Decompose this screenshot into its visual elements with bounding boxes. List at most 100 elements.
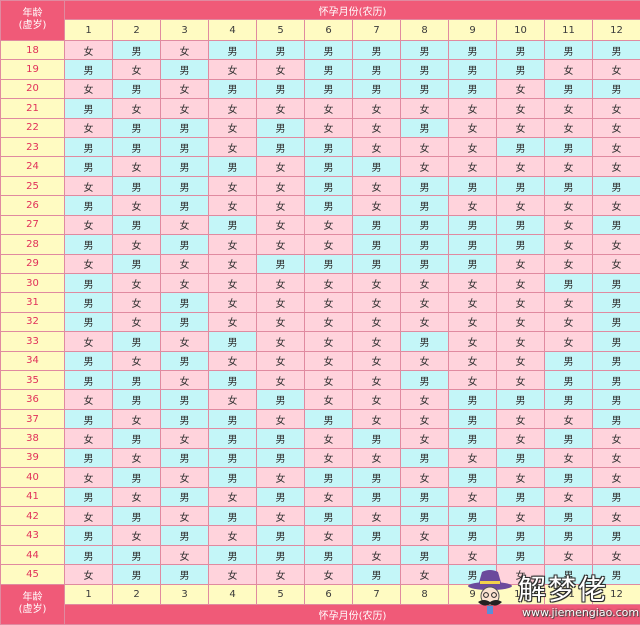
gender-cell-boy: 男: [64, 59, 113, 80]
gender-cell-girl: 女: [352, 408, 401, 430]
header-month-2: 2: [112, 19, 161, 41]
gender-cell-boy: 男: [352, 156, 401, 177]
gender-cell-girl: 女: [64, 175, 113, 197]
header-month-title: 怀孕月份(农历): [64, 0, 640, 21]
footer-month-3: 3: [160, 583, 209, 606]
gender-cell-boy: 男: [496, 389, 545, 410]
gender-cell-girl: 女: [112, 525, 161, 546]
gender-cell-boy: 男: [496, 234, 545, 255]
gender-cell-boy: 男: [496, 59, 545, 80]
table-row: 18 女男女男男男男男男男男男: [0, 39, 640, 61]
gender-cell-girl: 女: [112, 98, 161, 119]
gender-cell-boy: 男: [544, 467, 593, 488]
gender-cell-girl: 女: [400, 292, 449, 313]
footer-month-2: 2: [112, 583, 161, 606]
gender-cell-boy: 男: [64, 544, 113, 566]
gender-cell-boy: 男: [304, 156, 353, 177]
age-cell: 38: [0, 428, 65, 449]
gender-cell-boy: 男: [160, 156, 209, 177]
gender-cell-girl: 女: [64, 467, 113, 488]
gender-cell-boy: 男: [64, 370, 113, 391]
age-cell: 36: [0, 389, 65, 410]
gender-cell-girl: 女: [112, 311, 161, 333]
age-cell: 43: [0, 525, 65, 546]
table-row: 40 女男女男女男男女男女男女: [0, 467, 640, 488]
table-row: 36 女男男女男女女女男男男男: [0, 389, 640, 410]
gender-cell-boy: 男: [400, 78, 449, 100]
gender-cell-girl: 女: [544, 195, 593, 216]
gender-cell-boy: 男: [208, 39, 257, 61]
gender-cell-boy: 男: [160, 447, 209, 469]
gender-cell-girl: 女: [496, 98, 545, 119]
gender-cell-boy: 男: [304, 59, 353, 80]
gender-cell-boy: 男: [304, 78, 353, 100]
gender-cell-boy: 男: [544, 525, 593, 546]
gender-cell-girl: 女: [256, 505, 305, 527]
gender-cell-girl: 女: [400, 350, 449, 372]
gender-cell-boy: 男: [208, 331, 257, 352]
gender-cell-boy: 男: [400, 175, 449, 197]
gender-cell-girl: 女: [208, 292, 257, 313]
gender-cell-boy: 男: [256, 486, 305, 508]
gender-cell-boy: 男: [352, 234, 401, 255]
gender-cell-girl: 女: [112, 486, 161, 508]
gender-cell-boy: 男: [64, 350, 113, 372]
table-row: 20 女男女男男男男男男女男男: [0, 78, 640, 100]
gender-cell-boy: 男: [448, 564, 497, 585]
gender-cell-girl: 女: [496, 311, 545, 333]
gender-cell-girl: 女: [448, 447, 497, 469]
gender-cell-boy: 男: [112, 175, 161, 197]
gender-cell-girl: 女: [304, 117, 353, 138]
age-cell: 41: [0, 486, 65, 508]
gender-cell-girl: 女: [112, 408, 161, 430]
gender-cell-boy: 男: [304, 544, 353, 566]
header-month-6: 6: [304, 19, 353, 41]
table-row: 32 男女男女女女女女女女女男: [0, 311, 640, 333]
gender-cell-girl: 女: [448, 331, 497, 352]
gender-cell-boy: 男: [160, 195, 209, 216]
gender-cell-girl: 女: [496, 272, 545, 294]
table-row: 42 女男女男女男女男男女男女: [0, 505, 640, 527]
gender-cell-girl: 女: [352, 117, 401, 138]
gender-cell-girl: 女: [496, 331, 545, 352]
gender-cell-girl: 女: [544, 331, 593, 352]
gender-cell-girl: 女: [64, 253, 113, 274]
gender-cell-girl: 女: [448, 544, 497, 566]
gender-cell-boy: 男: [256, 389, 305, 410]
header-month-11: 11: [544, 19, 593, 41]
footer-age-label-line1: 年龄: [22, 592, 43, 604]
gender-cell-girl: 女: [112, 292, 161, 313]
gender-cell-girl: 女: [208, 136, 257, 158]
gender-cell-girl: 女: [400, 428, 449, 449]
age-cell: 28: [0, 234, 65, 255]
gender-cell-boy: 男: [592, 564, 640, 585]
table-row: 45 女男男女女女男女男女男男: [0, 564, 640, 585]
gender-cell-girl: 女: [208, 389, 257, 410]
header-month-10: 10: [496, 19, 545, 41]
table-row: 22 女男男女男女女男女女女女: [0, 117, 640, 138]
gender-cell-girl: 女: [352, 389, 401, 410]
table-row: 44 男男女男男男女男女男女女: [0, 544, 640, 566]
gender-cell-boy: 男: [160, 389, 209, 410]
gender-cell-boy: 男: [64, 156, 113, 177]
gender-cell-boy: 男: [304, 467, 353, 488]
gender-cell-boy: 男: [544, 78, 593, 100]
age-cell: 21: [0, 98, 65, 119]
header-month-row: 1 2 3 4 5 6 7 8 9 10 11 12: [1, 19, 640, 41]
gender-cell-boy: 男: [400, 234, 449, 255]
gender-cell-girl: 女: [352, 447, 401, 469]
gender-cell-girl: 女: [400, 525, 449, 546]
gender-cell-boy: 男: [160, 292, 209, 313]
gender-cell-girl: 女: [208, 175, 257, 197]
age-cell: 34: [0, 350, 65, 372]
gender-cell-boy: 男: [448, 253, 497, 274]
gender-cell-girl: 女: [256, 272, 305, 294]
gender-cell-boy: 男: [496, 214, 545, 236]
age-cell: 39: [0, 447, 65, 469]
table-row: 19 男女男女女男男男男男女女: [0, 59, 640, 80]
header-age-label-line2: (虚岁): [18, 20, 47, 32]
gender-cell-girl: 女: [592, 253, 640, 274]
gender-cell-girl: 女: [304, 389, 353, 410]
header-month-3: 3: [160, 19, 209, 41]
gender-cell-boy: 男: [448, 428, 497, 449]
